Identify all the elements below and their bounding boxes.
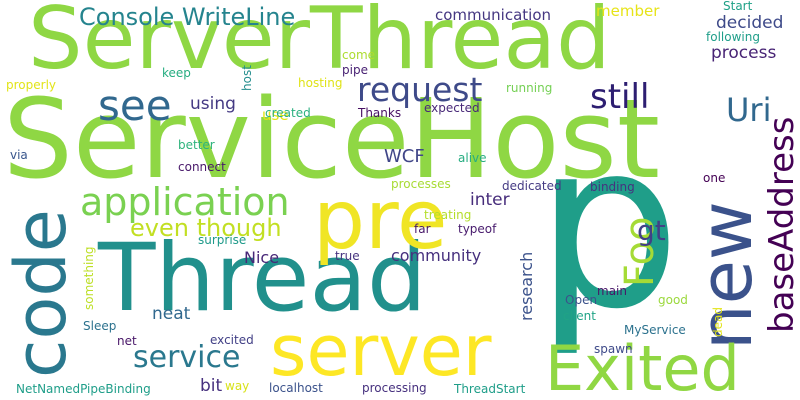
word-servicehost: ServiceHost (3, 75, 660, 203)
word-code: code (0, 209, 82, 378)
word-good: good (658, 293, 688, 307)
word-binding: binding (590, 180, 635, 194)
word-netnamedpipebinding: NetNamedPipeBinding (16, 382, 151, 396)
word-one: one (703, 171, 726, 185)
word-following: following (706, 30, 760, 44)
word-research: research (517, 251, 536, 321)
word-service: service (133, 340, 241, 375)
word-neat: neat (152, 304, 191, 324)
word-wcf: WCF (384, 146, 425, 167)
word-console-writeline: Console WriteLine (79, 3, 296, 31)
word-connect: connect (178, 160, 226, 174)
word-threadstart: ThreadStart (454, 382, 526, 396)
word-thanks: Thanks (358, 106, 402, 120)
word-excited: excited (210, 333, 254, 347)
word-host: host (240, 65, 254, 91)
word-decided: decided (716, 13, 784, 33)
word-surprise: surprise (198, 233, 247, 247)
word-hosting: hosting (298, 76, 343, 90)
word-treating: treating (424, 208, 472, 222)
word-member: member (596, 2, 660, 20)
word-myservice: MyService (624, 323, 686, 337)
word-alive: alive (458, 151, 487, 165)
word-properly: properly (6, 78, 56, 92)
word-open: Open (565, 293, 598, 307)
word-even-though: even though (130, 214, 282, 242)
word-using: using (190, 94, 236, 114)
word-new: new (684, 201, 768, 350)
word-serverthread: ServerThread (28, 0, 611, 89)
word-created: created (265, 106, 311, 120)
word-way: way (225, 379, 250, 393)
word-main: main (597, 284, 627, 298)
word-via: via (10, 148, 28, 162)
word-thread: Thread (98, 224, 427, 333)
word-typeof: typeof (458, 222, 497, 236)
word-pipe: pipe (342, 63, 368, 77)
word-baseaddress: baseAddress (762, 116, 800, 333)
word-still: still (590, 77, 650, 117)
word-processing: processing (362, 381, 427, 395)
word-request: request (357, 70, 483, 109)
word-exited: Exited (545, 332, 740, 400)
word-dead: dead (711, 307, 725, 337)
word-pre: pre (313, 173, 448, 268)
word-come: come (342, 48, 376, 62)
word-gt: gt (637, 214, 666, 247)
word-better: better (178, 138, 215, 152)
word-p: p (535, 93, 681, 360)
word-spawn: spawn (594, 342, 633, 356)
word-something: something (82, 246, 96, 310)
word-running: running (506, 81, 553, 95)
word-sleep: Sleep (83, 319, 117, 333)
word-communication: communication (435, 6, 552, 24)
word-uri: Uri (726, 91, 772, 129)
word-inter: inter (470, 190, 510, 210)
word-bit: bit (200, 376, 223, 396)
word-far: far (414, 222, 431, 236)
word-client: client (563, 309, 596, 323)
word-application: application (80, 180, 290, 224)
word-community: community (391, 246, 482, 265)
word-net: net (117, 334, 137, 348)
word-server: server (270, 310, 492, 392)
word-true: true (335, 249, 360, 263)
word-see: see (98, 81, 172, 130)
word-process: process (711, 43, 777, 63)
word-localhost: localhost (269, 381, 323, 395)
word-dedicated: dedicated (502, 179, 562, 193)
word-nice: Nice (244, 248, 280, 267)
word-start: Start (723, 0, 753, 13)
word-keep: keep (162, 66, 191, 80)
word-use: use (262, 106, 289, 124)
word-expected: expected (424, 101, 480, 115)
word-processes: processes (391, 177, 451, 191)
